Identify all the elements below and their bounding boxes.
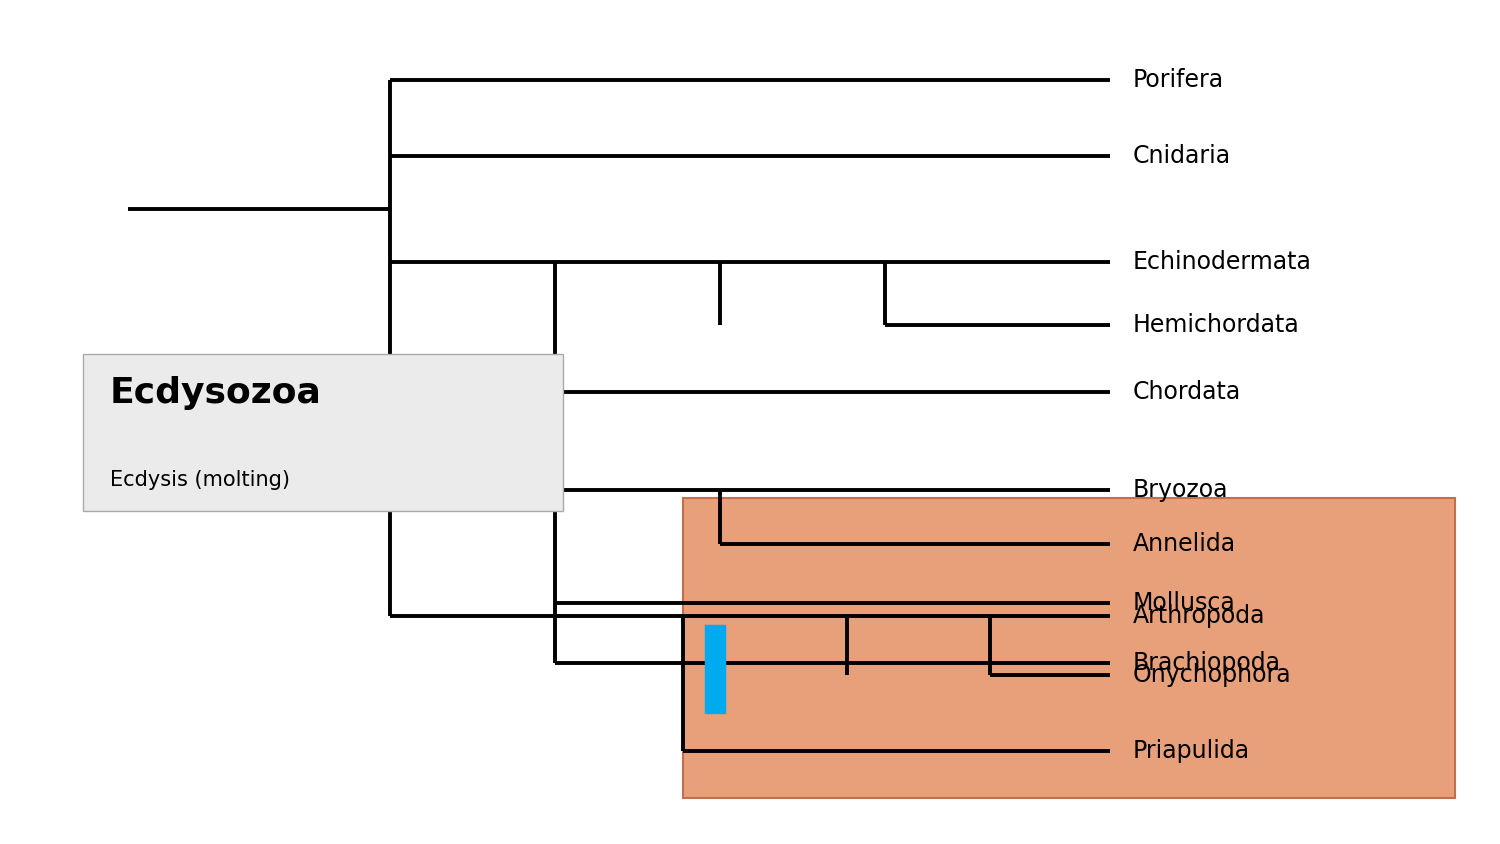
Text: Mollusca: Mollusca: [1132, 592, 1236, 615]
Text: Cnidaria: Cnidaria: [1132, 144, 1230, 168]
Text: Echinodermata: Echinodermata: [1132, 250, 1311, 273]
Text: Brachiopoda: Brachiopoda: [1132, 651, 1281, 674]
Text: Chordata: Chordata: [1132, 381, 1240, 404]
Bar: [82, 354, 562, 511]
Text: Ecdysozoa: Ecdysozoa: [110, 376, 321, 409]
Text: Priapulida: Priapulida: [1132, 739, 1250, 763]
Text: Porifera: Porifera: [1132, 68, 1224, 92]
Text: Annelida: Annelida: [1132, 533, 1236, 556]
Text: Onychophora: Onychophora: [1132, 663, 1292, 687]
Text: Hemichordata: Hemichordata: [1132, 313, 1299, 337]
Text: Arthropoda: Arthropoda: [1132, 604, 1264, 628]
Text: Ecdysis (molting): Ecdysis (molting): [110, 469, 290, 490]
Text: Bryozoa: Bryozoa: [1132, 478, 1228, 501]
Bar: [682, 498, 1455, 798]
